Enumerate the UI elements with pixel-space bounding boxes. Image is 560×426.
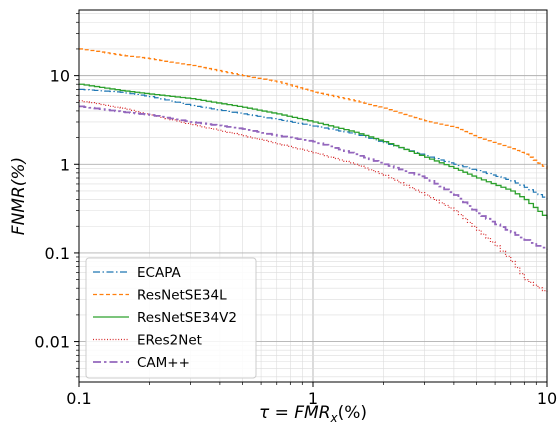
tick-labels: 0.1 1 10 0.01 0.1 1 10 — [34, 67, 557, 408]
series-line-resnetse34v2 — [79, 83, 548, 220]
y-tick-label: 10 — [50, 67, 70, 86]
series-line-resnetse34l — [79, 48, 548, 170]
y-tick-label: 1 — [60, 155, 70, 174]
y-axis-label: FNMR(%) — [9, 157, 29, 235]
x-axis-label-unit: (%) — [338, 403, 367, 423]
y-tick-label: 0.1 — [45, 244, 70, 263]
y-tick-label: 0.01 — [34, 333, 70, 352]
legend-label: ResNetSE34V2 — [137, 310, 237, 326]
x-axis-label-sub: x — [330, 411, 339, 425]
legend-label: ResNetSE34L — [137, 288, 227, 304]
legend-label: CAM++ — [137, 355, 190, 371]
x-axis-label-eq: = — [269, 403, 294, 423]
legend-label: ECAPA — [137, 265, 181, 281]
legend-label: ERes2Net — [137, 333, 202, 349]
legend-items: ECAPA ResNetSE34L ResNetSE34V2 ERes2Net CAM+… — [93, 265, 237, 371]
x-tick-label: 1 — [308, 389, 318, 408]
legend: ECAPA ResNetSE34L ResNetSE34V2 ERes2Net CAM+… — [85, 257, 257, 379]
x-axis-label-tau: τ — [259, 403, 270, 423]
grid — [78, 10, 548, 382]
x-axis-label-fmr: FMR — [294, 403, 330, 423]
x-axis-label: τ = FMRx(%) — [259, 403, 367, 425]
series-line-ecapa — [79, 88, 548, 200]
legend-box — [85, 257, 257, 379]
x-tick-label: 0.1 — [66, 389, 91, 408]
series-line-cam- — [79, 105, 548, 250]
series-lines — [79, 48, 548, 294]
x-tick-label: 10 — [537, 389, 557, 408]
ticks — [74, 13, 548, 387]
